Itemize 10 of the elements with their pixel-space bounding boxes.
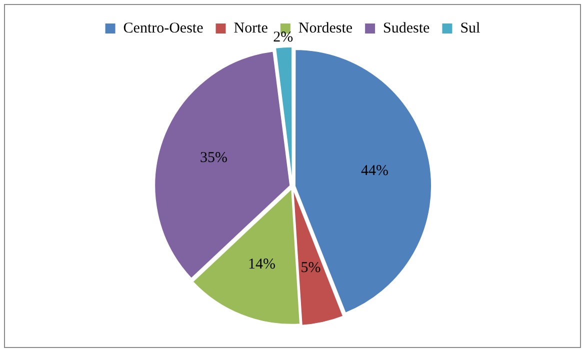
legend-label: Norte	[234, 20, 268, 36]
legend-label: Sul	[460, 20, 480, 36]
data-label: 5%	[300, 260, 321, 276]
data-label: 35%	[200, 150, 228, 166]
data-label: 2%	[273, 30, 294, 46]
legend-label: Centro-Oeste	[123, 20, 204, 36]
legend-label: Sudeste	[383, 20, 430, 36]
data-label: 14%	[248, 256, 276, 272]
legend-label: Nordeste	[298, 20, 353, 36]
data-label: 44%	[360, 162, 388, 179]
